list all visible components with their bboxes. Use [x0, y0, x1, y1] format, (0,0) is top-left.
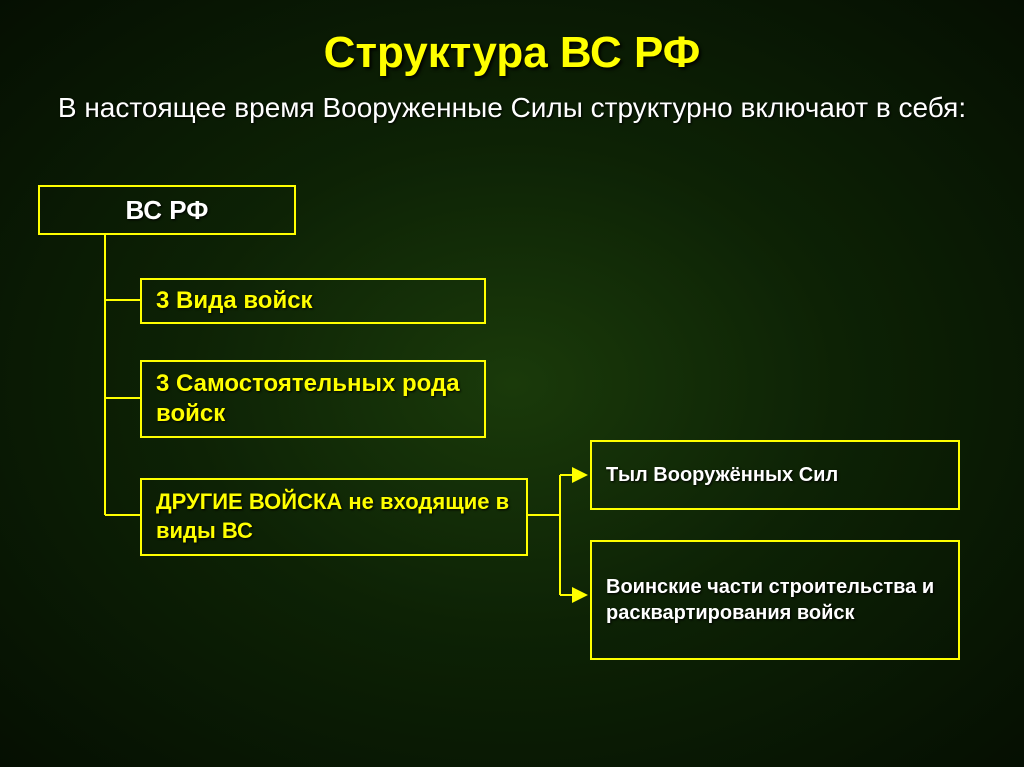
node-types-label: 3 Вида войск: [156, 287, 313, 315]
node-root: ВС РФ: [38, 185, 296, 235]
node-types: 3 Вида войск: [140, 278, 486, 324]
node-root-label: ВС РФ: [126, 195, 209, 226]
node-construction: Воинские части строительства и раскварти…: [590, 540, 960, 660]
node-other: ДРУГИЕ ВОЙСКА не входящие в виды ВС: [140, 478, 528, 556]
node-other-label: ДРУГИЕ ВОЙСКА не входящие в виды ВС: [156, 488, 512, 545]
page-subtitle: В настоящее время Вооруженные Силы струк…: [0, 90, 1024, 125]
node-independent-label: 3 Самостоятельных рода войск: [156, 369, 470, 429]
page-title: Структура ВС РФ: [0, 0, 1024, 78]
node-independent: 3 Самостоятельных рода войск: [140, 360, 486, 438]
node-construction-label: Воинские части строительства и раскварти…: [606, 574, 944, 626]
node-rear-label: Тыл Вооружённых Сил: [606, 462, 838, 488]
node-rear: Тыл Вооружённых Сил: [590, 440, 960, 510]
